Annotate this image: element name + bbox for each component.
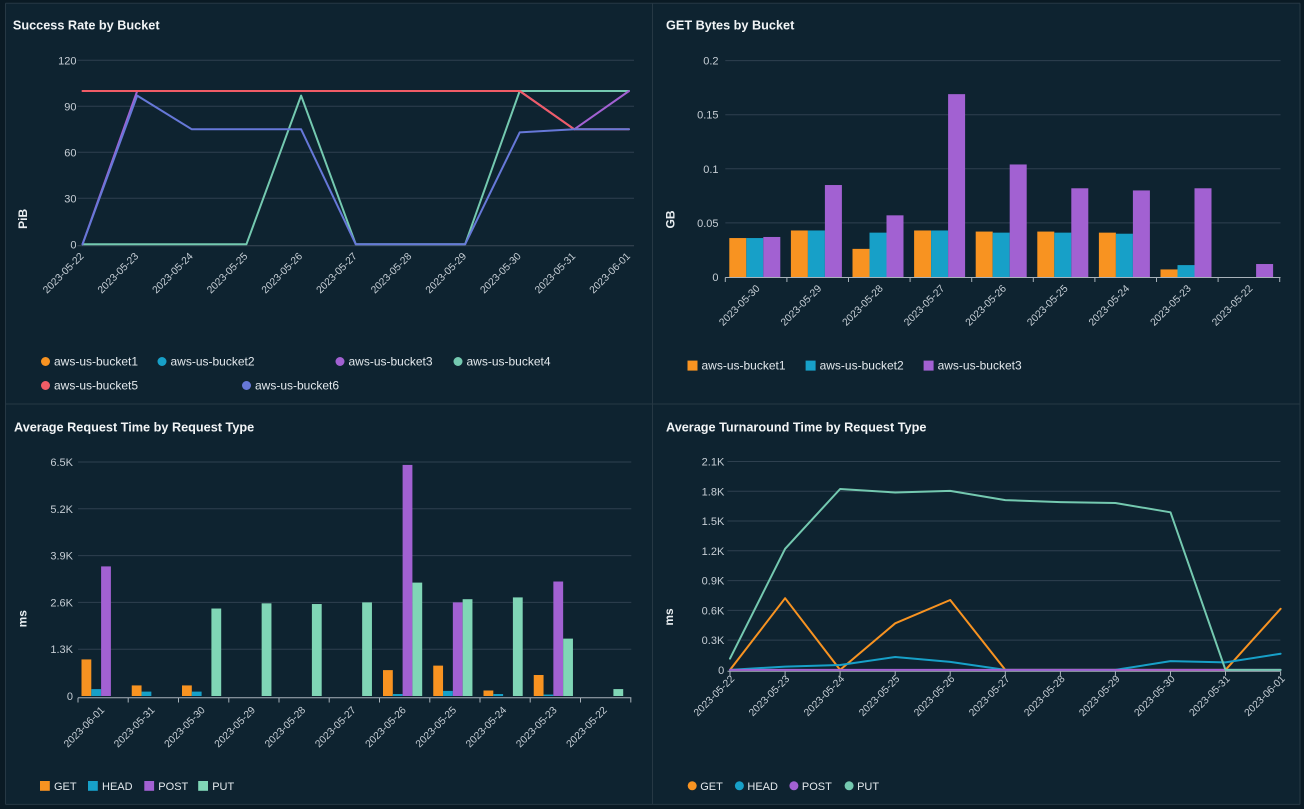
svg-text:PiB: PiB (16, 209, 30, 229)
svg-text:0.3K: 0.3K (702, 635, 725, 647)
svg-text:0: 0 (67, 691, 73, 703)
svg-text:aws-us-bucket2: aws-us-bucket2 (820, 359, 904, 373)
svg-text:aws-us-bucket3: aws-us-bucket3 (349, 355, 433, 369)
svg-text:120: 120 (58, 55, 76, 67)
svg-text:0: 0 (718, 665, 724, 677)
svg-text:90: 90 (64, 101, 76, 113)
svg-text:aws-us-bucket3: aws-us-bucket3 (938, 359, 1022, 373)
svg-text:2.1K: 2.1K (702, 457, 725, 469)
svg-text:GET Bytes by Bucket: GET Bytes by Bucket (666, 19, 795, 33)
svg-text:Average Request Time by Reques: Average Request Time by Request Type (14, 421, 254, 435)
svg-text:aws-us-bucket1: aws-us-bucket1 (702, 359, 786, 373)
svg-text:0: 0 (70, 239, 76, 251)
svg-text:30: 30 (64, 193, 76, 205)
svg-text:aws-us-bucket4: aws-us-bucket4 (467, 355, 551, 369)
svg-text:HEAD: HEAD (747, 781, 778, 793)
svg-text:ms: ms (662, 608, 676, 626)
svg-text:6.5K: 6.5K (50, 457, 73, 469)
svg-text:Success Rate by Bucket: Success Rate by Bucket (13, 19, 160, 33)
svg-text:60: 60 (64, 147, 76, 159)
svg-text:5.2K: 5.2K (50, 504, 73, 516)
svg-text:2.6K: 2.6K (50, 597, 73, 609)
svg-text:0.1: 0.1 (703, 164, 718, 176)
svg-text:PUT: PUT (212, 781, 234, 793)
svg-text:aws-us-bucket5: aws-us-bucket5 (54, 379, 138, 393)
svg-text:aws-us-bucket1: aws-us-bucket1 (54, 355, 138, 369)
svg-text:aws-us-bucket2: aws-us-bucket2 (171, 355, 255, 369)
svg-text:0.05: 0.05 (697, 218, 718, 230)
svg-text:GET: GET (700, 781, 723, 793)
svg-text:Average Turnaround Time by Req: Average Turnaround Time by Request Type (666, 421, 926, 435)
svg-text:1.3K: 1.3K (50, 644, 73, 656)
svg-text:ms: ms (16, 610, 30, 628)
svg-text:0.15: 0.15 (697, 110, 718, 122)
svg-text:0: 0 (712, 272, 718, 284)
svg-text:1.2K: 1.2K (702, 546, 725, 558)
svg-text:POST: POST (802, 781, 832, 793)
svg-text:0.9K: 0.9K (702, 576, 725, 588)
svg-text:3.9K: 3.9K (50, 551, 73, 563)
svg-text:POST: POST (158, 781, 188, 793)
svg-text:1.5K: 1.5K (702, 516, 725, 528)
svg-text:1.8K: 1.8K (702, 486, 725, 498)
svg-text:GB: GB (663, 210, 677, 228)
svg-text:PUT: PUT (857, 781, 879, 793)
svg-text:0.2: 0.2 (703, 56, 718, 68)
svg-text:aws-us-bucket6: aws-us-bucket6 (255, 379, 339, 393)
svg-text:GET: GET (54, 781, 77, 793)
svg-text:HEAD: HEAD (102, 781, 133, 793)
svg-text:0.6K: 0.6K (702, 605, 725, 617)
